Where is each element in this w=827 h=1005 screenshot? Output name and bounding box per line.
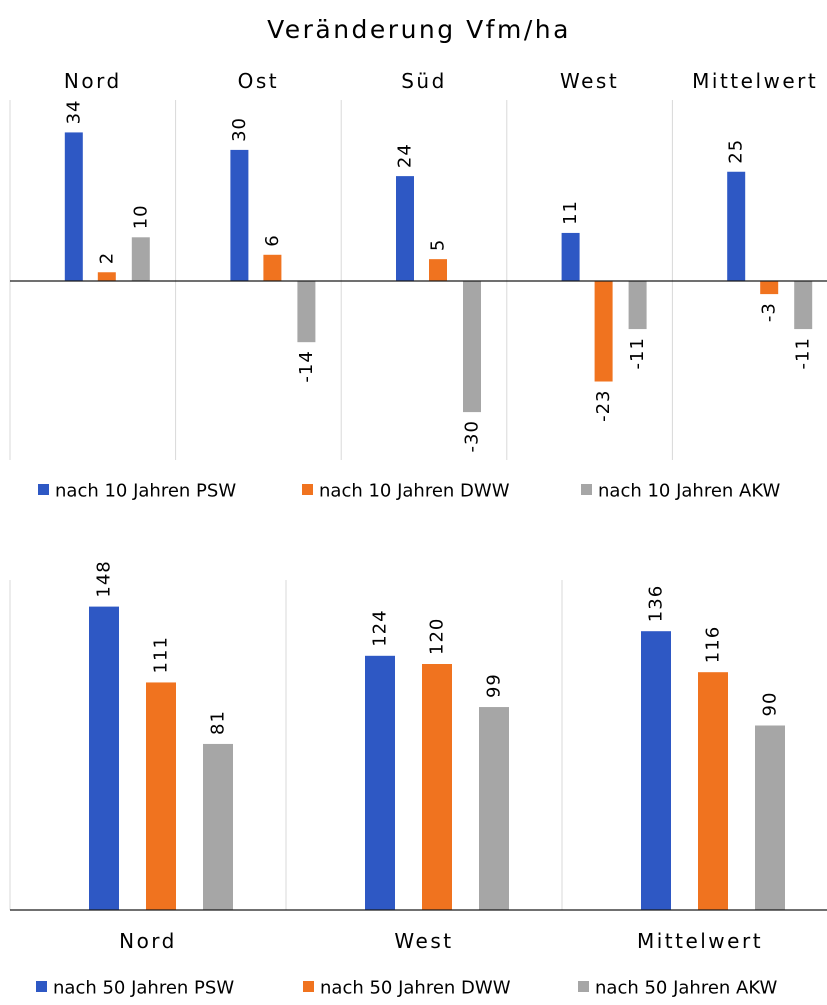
bar-dww — [429, 259, 447, 281]
data-label: 136 — [646, 585, 667, 622]
chart-50-years: 148 111 81 Nord 124 120 99 West 136 116 90 Mittelwe… — [9, 560, 827, 999]
legend-label: nach 10 Jahren DWW — [319, 481, 510, 502]
data-label: 34 — [63, 100, 84, 125]
chart-title: Veränderung Vfm/ha — [267, 15, 571, 44]
data-label: -11 — [793, 337, 814, 369]
data-label: 124 — [370, 609, 391, 646]
legend-label: nach 50 Jahren AKW — [595, 978, 778, 999]
legend-label: nach 10 Jahren PSW — [55, 481, 236, 502]
legend-label: nach 10 Jahren AKW — [598, 481, 781, 502]
bar-dww — [760, 281, 779, 295]
bar-dww — [594, 281, 613, 382]
category-label: Mittelwert — [637, 929, 763, 953]
bar-dww — [146, 682, 176, 910]
bar-psw — [561, 232, 580, 281]
legend-item-dww: nach 10 Jahren DWW — [302, 481, 510, 502]
data-label: 111 — [151, 636, 172, 673]
data-label: 148 — [94, 560, 115, 597]
legend-item-akw: nach 10 Jahren AKW — [581, 481, 781, 502]
chart-10-years: Nord 34 2 10 Ost 30 6 -14 Süd 24 5 -30 West 11 -23 -11 M… — [9, 69, 827, 502]
bar-psw — [64, 132, 83, 281]
legend-item-psw: nach 10 Jahren PSW — [38, 481, 236, 502]
category-label: West — [560, 69, 619, 93]
legend-swatch — [581, 484, 592, 495]
legend-label: nach 50 Jahren PSW — [53, 978, 234, 999]
bar-dww — [263, 254, 282, 281]
data-label: 116 — [703, 626, 724, 663]
data-label: -11 — [627, 337, 648, 369]
data-label: 99 — [484, 673, 505, 698]
bar-akw — [794, 281, 813, 330]
category-label: West — [394, 929, 453, 953]
data-label: 24 — [395, 143, 416, 168]
legend-label: nach 50 Jahren DWW — [320, 978, 511, 999]
legend-swatch — [303, 981, 314, 992]
data-label: 90 — [760, 692, 781, 717]
legend-swatch — [38, 484, 49, 495]
bar-psw — [727, 171, 746, 281]
bar-akw — [297, 281, 316, 343]
data-label: 25 — [726, 139, 747, 164]
data-label: -23 — [593, 390, 614, 422]
category-label: Nord — [119, 929, 177, 953]
legend-item-akw: nach 50 Jahren AKW — [578, 978, 778, 999]
legend-swatch — [302, 484, 313, 495]
data-label: -3 — [759, 302, 780, 322]
category-label: Süd — [401, 69, 447, 93]
data-label: -14 — [296, 350, 317, 382]
data-label: 10 — [130, 204, 151, 229]
bar-akw — [479, 707, 509, 910]
bar-akw — [463, 281, 481, 413]
data-label: 2 — [96, 252, 117, 264]
bar-akw — [131, 237, 150, 281]
bar-akw — [628, 281, 647, 330]
bar-psw — [365, 655, 395, 910]
category-label: Nord — [64, 69, 122, 93]
data-label: -30 — [462, 420, 483, 452]
legend-swatch — [36, 981, 47, 992]
legend-item-dww: nach 50 Jahren DWW — [303, 978, 511, 999]
data-label: 5 — [428, 239, 449, 251]
category-label: Ost — [238, 69, 280, 93]
data-label: 11 — [560, 200, 581, 225]
bar-dww — [97, 272, 116, 281]
legend-item-psw: nach 50 Jahren PSW — [36, 978, 234, 999]
bar-akw — [203, 743, 233, 910]
data-label: 81 — [208, 710, 229, 735]
data-label: 30 — [229, 117, 250, 142]
bar-psw — [641, 631, 671, 910]
bar-psw — [89, 606, 119, 910]
bar-dww — [698, 672, 728, 910]
legend-swatch — [578, 981, 589, 992]
bar-akw — [755, 725, 785, 910]
data-label: 6 — [262, 234, 283, 246]
bar-dww — [422, 664, 452, 910]
category-label: Mittelwert — [692, 69, 818, 93]
bar-psw — [396, 176, 414, 281]
bar-psw — [230, 149, 249, 281]
data-label: 120 — [427, 618, 448, 655]
